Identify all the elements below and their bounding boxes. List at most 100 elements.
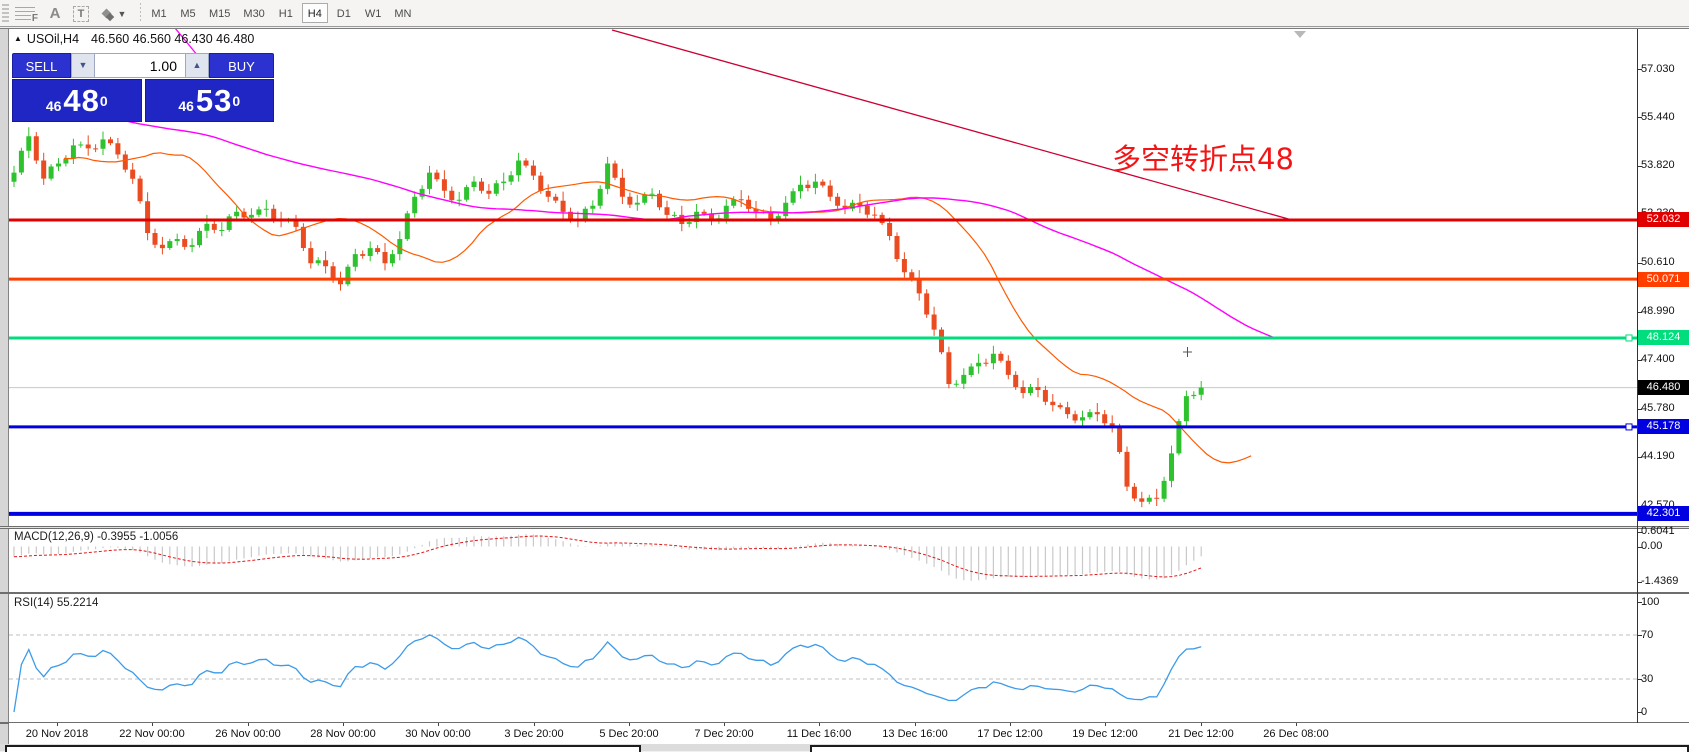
time-axis-tick [57,723,58,726]
ma-fast-line[interactable] [63,152,1252,464]
rsi-line [13,634,1202,713]
timeframe-button-MN[interactable]: MN [394,8,412,20]
price-axis-tick [1637,263,1642,264]
price-axis-line [1637,29,1638,744]
time-axis-tick [1296,723,1297,726]
macd-axis-tick [1637,582,1642,583]
last-bar-cross-marker [1183,347,1192,357]
timeframe-button-M5[interactable]: M5 [180,8,196,20]
time-axis-tick [248,723,249,726]
bid-price-box[interactable]: 46 48 0 [12,79,142,122]
text-label-icon[interactable]: A [49,5,61,22]
time-axis-tick [1201,723,1202,726]
background-window-1[interactable] [5,745,641,752]
timeframe-button-W1[interactable]: W1 [364,8,382,20]
rsi-indicator-panel[interactable] [9,594,1638,722]
price-label-42.301: 42.301 [1638,506,1689,521]
price-axis-tick-label: 44.190 [1641,450,1675,462]
timeframe-button-D1[interactable]: D1 [336,8,351,20]
rsi-axis-tick [1637,679,1642,680]
ask-price-box[interactable]: 46 53 0 [144,79,274,122]
panel-separator-macd[interactable] [0,526,1689,529]
macd-signal-value: -1.0056 [139,531,179,543]
text-box-letter: T [72,5,90,22]
buy-button[interactable]: BUY [209,53,274,78]
panel-separator-rsi[interactable] [0,592,1689,594]
rsi-axis-label: 30 [1641,673,1654,685]
macd-indicator-panel[interactable] [9,529,1638,592]
time-axis-label: 5 Dec 20:00 [599,728,659,740]
price-axis-tick [1637,69,1642,70]
time-axis-tick [629,723,630,726]
ask-prefix: 46 [178,97,194,114]
price-label-52.032: 52.032 [1638,212,1689,227]
bid-big-digits: 48 [63,82,100,118]
price-axis-tick-label: 48.990 [1641,305,1675,317]
price-axis-tick-label: 55.440 [1641,111,1675,123]
price-axis-tick [1637,117,1642,118]
rsi-value: 55.2214 [56,597,99,609]
window-border [0,28,1689,29]
ma-slow-line[interactable] [87,111,1276,339]
text-box-icon[interactable]: T [70,3,92,24]
time-axis[interactable]: 20 Nov 2018 22 Nov 00:00 26 Nov 00:00 28 No… [9,723,1689,744]
dropdown-caret-icon[interactable]: ▼ [117,8,127,19]
shapes-dropdown-icon[interactable]: ▼ [96,3,132,24]
price-axis-tick [1637,312,1642,313]
line-endpoint-handle[interactable] [1625,423,1633,431]
chart-text-annotation: 多空转折点48 [1112,142,1294,176]
window-left-edge [0,29,9,751]
time-axis-tick [1010,723,1011,726]
price-label-50.071: 50.071 [1638,272,1689,287]
price-axis-tick-label: 47.400 [1641,353,1675,365]
time-axis-tick [819,723,820,726]
time-axis-label: 26 Dec 08:00 [1263,728,1329,740]
macd-main-value: -0.3955 [97,531,137,543]
timeframe-button-M15[interactable]: M15 [209,8,231,20]
line-endpoint-handle[interactable] [1625,334,1633,342]
volume-increase-button[interactable]: ▲ [185,53,209,78]
trendline-1[interactable] [611,29,1293,221]
macd-axis-label: -1.4369 [1641,575,1679,587]
rsi-axis-tick [1637,602,1642,603]
bottom-strip [0,744,1689,752]
fibonacci-retracement-icon[interactable]: F [12,3,38,24]
background-window-2[interactable] [810,745,1689,752]
ask-big-digits: 53 [195,82,233,118]
price-axis-tick [1637,457,1642,458]
trendline-2[interactable] [174,29,199,57]
timeframe-buttons: M1 M5 M15 M30 H1 H4 D1 W1 MN [146,3,416,24]
macd-axis-tick [1637,547,1642,548]
price-label-46.480: 46.480 [1638,380,1689,395]
time-axis-label: 22 Nov 00:00 [119,728,185,740]
symbol-period-label: USOil,H4 [26,32,80,46]
volume-decrease-button[interactable]: ▼ [71,53,95,78]
time-axis-label: 19 Dec 12:00 [1072,728,1138,740]
sell-button[interactable]: SELL [12,53,71,78]
collapse-triangle-icon[interactable]: ▲ [14,34,22,43]
volume-input[interactable] [95,53,185,78]
rsi-axis-label: 100 [1641,596,1660,608]
time-axis-label: 11 Dec 16:00 [786,728,852,740]
price-axis-tick [1637,409,1642,410]
time-axis-label: 21 Dec 12:00 [1168,728,1234,740]
time-axis-label: 28 Nov 00:00 [310,728,376,740]
toolbar-grip[interactable] [2,4,9,22]
timeframe-button-M1[interactable]: M1 [151,8,167,20]
macd-axis-tick [1637,532,1642,533]
chart-shift-marker-icon[interactable] [1294,31,1306,38]
timeframe-button-M30[interactable]: M30 [243,8,265,20]
time-axis-tick [724,723,725,726]
time-axis-label: 26 Nov 00:00 [215,728,281,740]
timeframe-button-H4[interactable]: H4 [301,3,328,23]
chart-title: ▲ USOil,H4 46.560 46.560 46.430 46.480 [14,32,254,46]
main-price-chart[interactable] [9,29,1638,526]
one-click-trading-panel: SELL ▼ ▲ BUY 46 48 0 46 53 0 [12,53,274,122]
rsi-axis-label: 70 [1641,629,1654,641]
time-axis-label: 17 Dec 12:00 [977,728,1043,740]
rsi-label: RSI(14) 55.2214 [14,597,99,609]
timeframe-button-H1[interactable]: H1 [278,8,293,20]
time-axis-tick [1105,723,1106,726]
ask-pip-digit: 0 [232,92,241,109]
macd-label: MACD(12,26,9) -0.3955 -1.0056 [14,531,179,543]
